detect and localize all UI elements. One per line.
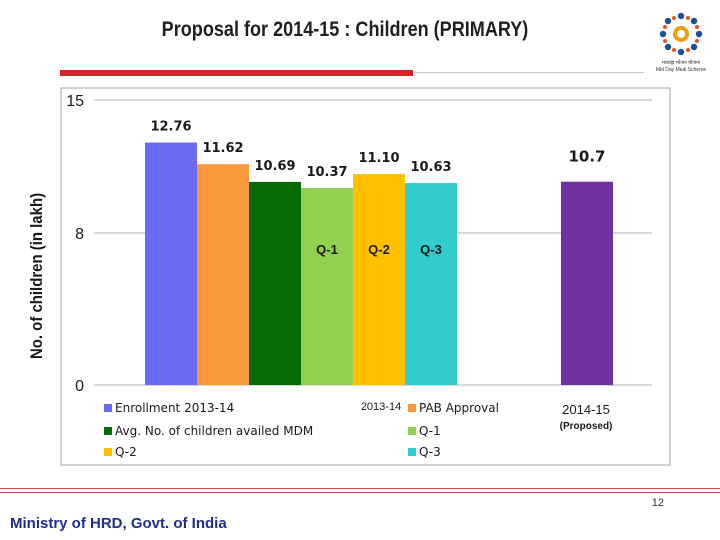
data-labels: 12.76 11.62 10.69 10.37 Q-1 11.10 Q-2 10.63 Q-3 1… [150,120,605,257]
bar [145,142,197,385]
legend-entry: PAB Approval [419,401,499,415]
legend-swatch [104,404,112,412]
footer-rule-bottom [0,492,720,493]
x-category-sublabel: (Proposed) [560,421,613,432]
y-tick-label: 0 [75,378,84,395]
legend-entry: Q-1 [419,424,441,438]
data-label: 12.76 [150,120,191,135]
bar-inner-label: Q-1 [316,242,338,257]
chart-bars [145,142,613,385]
bar [353,174,405,385]
legend-entry: Avg. No. of children availed MDM [115,424,313,438]
y-tick-label: 8 [75,226,84,243]
logo-emblem-icon [659,12,703,56]
bar [197,164,249,385]
title-rule [413,72,644,73]
page-number: 12 [651,497,664,509]
data-label: 11.62 [202,141,243,156]
legend-entry: Q-3 [419,445,441,459]
title-accent-bar [60,70,413,76]
x-category-labels: 2013-14 2014-15 (Proposed) [361,401,613,432]
footer-rule-top [0,488,720,489]
bar [301,187,353,385]
logo-caption-hindi: मध्याह्न भोजन योजना [662,59,701,66]
chart-legend: Enrollment 2013-14 PAB Approval Avg. No. o… [104,401,499,459]
data-label: 10.69 [254,159,295,174]
legend-swatch [408,404,416,412]
y-tick-labels: 0 8 15 [66,93,84,395]
legend-swatch [408,448,416,456]
legend-entry: Q-2 [115,445,137,459]
legend-swatch [104,448,112,456]
y-tick-label: 15 [66,93,84,110]
bar-inner-label: Q-3 [420,242,442,257]
legend-swatch [408,427,416,435]
x-category-label: 2014-15 [562,402,610,417]
bar-inner-label: Q-2 [368,242,390,257]
x-category-label: 2013-14 [361,401,401,413]
slide-title: Proposal for 2014-15 : Children (PRIMARY… [161,18,529,41]
logo-caption-english: Mid Day Meal Scheme [656,67,707,73]
y-axis-label: No. of children (in lakh) [28,193,46,359]
legend-entry: Enrollment 2013-14 [115,401,234,415]
data-label: 10.63 [410,160,451,175]
ministry-footer: Ministry of HRD, Govt. of India [10,515,227,532]
mid-day-meal-logo: मध्याह्न भोजन योजना Mid Day Meal Scheme [656,12,707,73]
bar [249,181,301,385]
data-label: 11.10 [358,151,399,166]
bar [405,183,457,385]
bar [561,181,613,385]
data-label: 10.37 [306,165,347,180]
data-label: 10.7 [568,148,605,166]
legend-swatch [104,427,112,435]
